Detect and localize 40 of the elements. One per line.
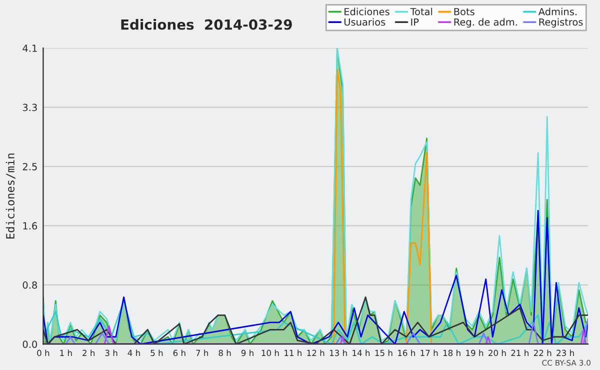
x-tick-label: 10 h	[262, 350, 279, 356]
x-tick-label: 19 h	[466, 350, 484, 356]
x-tick-label: 20 h	[488, 350, 506, 356]
x-tick-label: 13 h	[330, 350, 347, 356]
legend-label: Ediciones	[344, 8, 390, 16]
y-tick-label: 0.0	[22, 340, 37, 348]
x-tick-label: 2 h	[82, 350, 95, 356]
x-tick-label: 1 h	[60, 350, 72, 356]
x-tick-label: 18 h	[443, 350, 460, 356]
x-tick-label: 4 h	[128, 350, 140, 356]
x-tick-label: 9 h	[241, 350, 254, 356]
x-tick-label: 11 h	[284, 350, 302, 356]
x-tick-label: 21 h	[511, 350, 528, 356]
x-tick-label: 12 h	[307, 350, 324, 356]
legend-label: Registros	[539, 18, 583, 28]
legend-label: Admins.	[538, 8, 576, 16]
y-tick-label: 0.8	[22, 281, 37, 289]
y-axis-title: Ediciones/min	[6, 154, 16, 239]
x-tick-label: 5 h	[150, 350, 163, 356]
x-tick-label: 6 h	[173, 350, 186, 356]
y-tick-label: 3.3	[22, 104, 37, 112]
x-tick-label: 0 h	[37, 350, 50, 356]
x-tick-label: 8 h	[218, 350, 231, 356]
x-tick-label: 14 h	[352, 350, 370, 356]
x-tick-label: 7 h	[196, 350, 208, 356]
y-tick-label: 2.5	[22, 162, 37, 170]
legend-label: Total	[410, 8, 432, 16]
y-tick-label: 4.1	[22, 44, 37, 52]
legend-label: Usuarios	[344, 18, 386, 26]
x-tick-label: 23 h	[556, 350, 574, 356]
legend-label: Bots	[454, 8, 474, 16]
x-tick-label: 22 h	[534, 350, 552, 356]
y-tick-label: 1.6	[23, 222, 38, 230]
x-tick-label: 16 h	[398, 350, 415, 356]
x-tick-label: 3 h	[105, 350, 118, 356]
x-tick-label: 15 h	[375, 350, 392, 356]
chart-title: Ediciones 2014-03-29	[121, 19, 292, 30]
legend-label: Reg. de adm.	[454, 18, 517, 28]
legend-label: IP	[411, 18, 419, 26]
x-tick-label: 17 h	[420, 350, 438, 356]
